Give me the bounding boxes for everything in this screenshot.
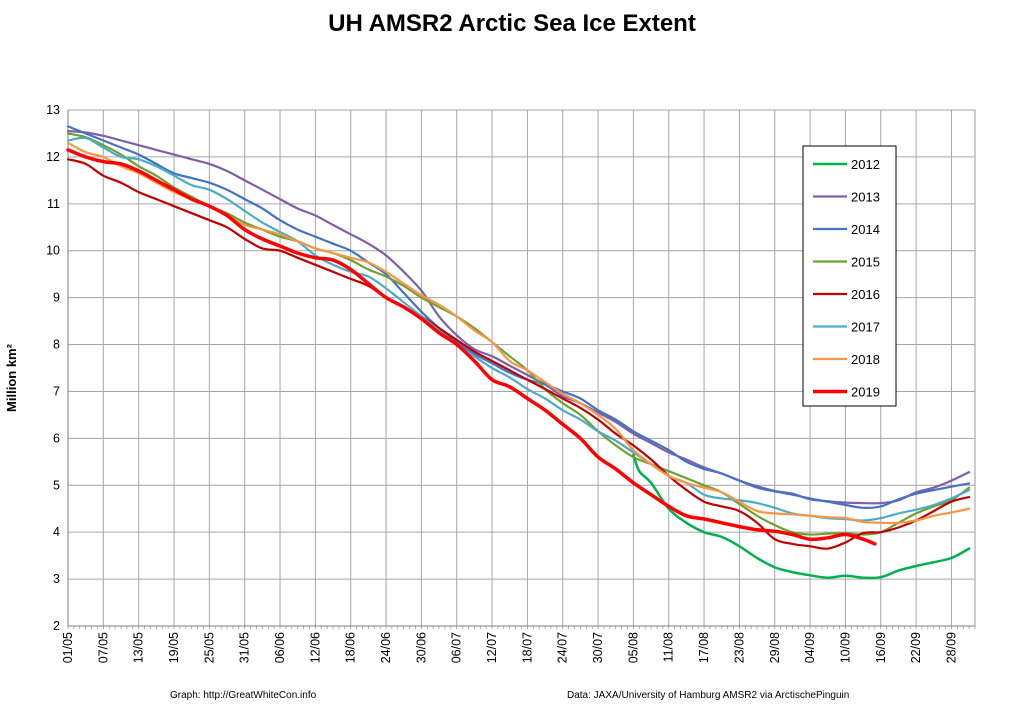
y-tick-label: 5 (53, 478, 60, 492)
x-tick-label: 12/06 (308, 632, 322, 663)
x-tick-label: 30/06 (414, 632, 428, 663)
x-tick-label: 07/05 (96, 632, 110, 663)
y-tick-label: 11 (47, 197, 60, 211)
x-tick-label: 06/07 (450, 632, 464, 663)
legend-label-2016: 2016 (851, 287, 880, 302)
x-tick-label: 18/07 (520, 632, 534, 663)
x-tick-label: 24/07 (556, 632, 570, 663)
chart-title: UH AMSR2 Arctic Sea Ice Extent (328, 10, 696, 37)
x-tick-label: 18/06 (344, 632, 358, 663)
series-line-2019 (66, 148, 877, 546)
y-tick-label: 12 (46, 150, 60, 164)
series-line-2016 (66, 158, 971, 550)
y-tick-label: 10 (46, 244, 60, 258)
series-line-2012 (632, 453, 971, 580)
x-tick-label: 01/05 (61, 632, 75, 663)
x-tick-label: 28/09 (944, 632, 958, 663)
y-tick-label: 7 (53, 384, 60, 398)
x-tick-label: 31/05 (238, 632, 252, 663)
x-tick-label: 10/09 (838, 632, 852, 663)
x-tick-label: 19/05 (167, 632, 181, 663)
x-tick-label: 06/06 (273, 632, 287, 663)
legend-box (802, 145, 897, 407)
legend-label-2018: 2018 (851, 352, 880, 367)
legend-label-2014: 2014 (851, 222, 880, 237)
x-tick-label: 30/07 (591, 632, 605, 663)
x-tick-label: 12/07 (485, 632, 499, 663)
legend-label-2012: 2012 (851, 157, 880, 172)
y-tick-label: 6 (53, 431, 60, 445)
legend-label-2013: 2013 (851, 190, 880, 205)
y-tick-label: 4 (53, 525, 60, 539)
x-tick-label: 11/08 (662, 632, 676, 662)
footer-data-credit: Data: JAXA/University of Hamburg AMSR2 v… (567, 690, 850, 701)
legend-label-2017: 2017 (851, 320, 880, 335)
y-tick-label: 13 (46, 103, 60, 117)
y-tick-label: 2 (53, 619, 60, 633)
legend-label-2015: 2015 (851, 255, 880, 270)
y-tick-label: 9 (53, 291, 60, 305)
x-tick-label: 29/08 (768, 632, 782, 663)
x-tick-label: 22/09 (909, 632, 923, 663)
x-tick-label: 13/05 (132, 632, 146, 663)
x-tick-label: 23/08 (732, 632, 746, 663)
x-tick-label: 16/09 (874, 632, 888, 663)
footer-graph-credit: Graph: http://GreatWhiteCon.info (170, 690, 317, 701)
x-tick-label: 05/08 (626, 632, 640, 663)
series-line-2014 (66, 125, 971, 509)
x-tick-label: 17/08 (697, 632, 711, 663)
x-tick-label: 25/05 (202, 632, 216, 663)
x-tick-label: 04/09 (803, 632, 817, 663)
y-tick-label: 3 (53, 572, 60, 586)
legend-label-2019: 2019 (851, 385, 880, 400)
x-tick-label: 24/06 (379, 632, 393, 663)
y-tick-label: 8 (53, 338, 60, 352)
